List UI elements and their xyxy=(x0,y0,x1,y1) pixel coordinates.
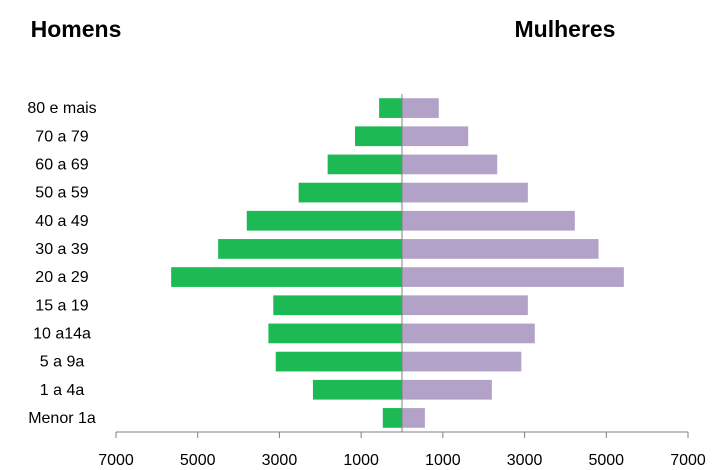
bar-mulheres-3 xyxy=(402,182,528,203)
right-title: Mulheres xyxy=(515,16,616,42)
x-tick-label: 7000 xyxy=(670,452,706,469)
x-tick-label: 7000 xyxy=(98,452,134,469)
x-tick-label: 5000 xyxy=(588,452,624,469)
bar-homens-7 xyxy=(273,295,402,316)
bar-homens-9 xyxy=(275,351,402,372)
category-labels: 80 e mais 70 a 79 60 a 69 50 a 59 40 a 49 30 … xyxy=(27,100,96,427)
x-tick-label: 3000 xyxy=(262,452,298,469)
bar-mulheres-9 xyxy=(402,351,522,372)
category-label: Menor 1a xyxy=(28,410,96,427)
bar-mulheres-6 xyxy=(402,267,624,287)
x-tick-label: 1000 xyxy=(343,452,379,469)
category-label: 80 e mais xyxy=(27,100,96,117)
bar-homens-11 xyxy=(382,408,402,428)
category-label: 10 a14a xyxy=(33,325,91,342)
bars-homens xyxy=(171,98,402,428)
x-ticks: 7000 5000 3000 1000 1000 3000 5000 7000 xyxy=(98,432,706,469)
left-title: Homens xyxy=(31,16,122,42)
bar-mulheres-11 xyxy=(402,408,425,428)
category-label: 5 a 9a xyxy=(40,354,85,371)
bar-homens-3 xyxy=(298,182,402,203)
category-label: 40 a 49 xyxy=(35,213,88,230)
bar-homens-6 xyxy=(171,267,402,287)
bar-mulheres-7 xyxy=(402,295,528,316)
bars-mulheres xyxy=(402,98,624,428)
bar-mulheres-4 xyxy=(402,210,575,231)
bar-homens-8 xyxy=(268,323,402,344)
category-label: 1 a 4a xyxy=(40,382,85,399)
category-label: 70 a 79 xyxy=(35,128,88,145)
x-tick-label: 1000 xyxy=(425,452,461,469)
bar-homens-10 xyxy=(312,379,402,400)
category-label: 60 a 69 xyxy=(35,156,88,173)
category-label: 20 a 29 xyxy=(35,269,88,286)
bar-mulheres-0 xyxy=(402,98,439,118)
x-tick-label: 3000 xyxy=(507,452,543,469)
bar-mulheres-5 xyxy=(402,239,599,259)
bar-homens-5 xyxy=(218,239,402,259)
x-tick-label: 5000 xyxy=(180,452,216,469)
category-label: 15 a 19 xyxy=(35,297,88,314)
bar-homens-1 xyxy=(355,126,402,147)
bar-mulheres-10 xyxy=(402,379,492,400)
bar-homens-2 xyxy=(327,154,402,175)
bar-homens-0 xyxy=(379,98,402,118)
category-label: 50 a 59 xyxy=(35,185,88,202)
bar-homens-4 xyxy=(246,210,402,231)
bar-mulheres-2 xyxy=(402,154,498,175)
category-label: 30 a 39 xyxy=(35,241,88,258)
bar-mulheres-8 xyxy=(402,323,535,344)
bar-mulheres-1 xyxy=(402,126,469,147)
